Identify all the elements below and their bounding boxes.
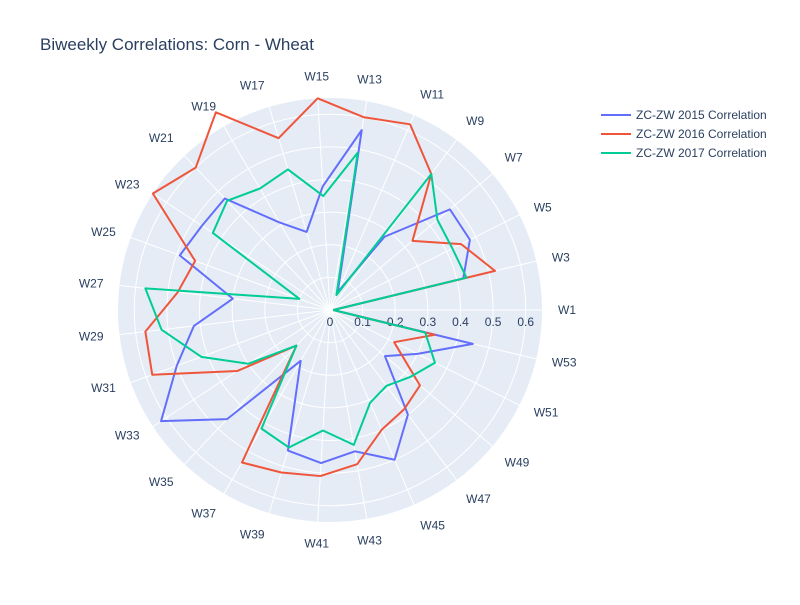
angular-tick-label: W43 bbox=[357, 534, 382, 548]
angular-gridline bbox=[329, 309, 457, 481]
angular-tick-label: W11 bbox=[420, 88, 444, 102]
series-line-3 bbox=[144, 151, 468, 449]
angular-tick-label: W31 bbox=[91, 381, 116, 395]
legend-label: ZC-ZW 2016 Correlation bbox=[636, 127, 767, 141]
angular-tick-label: W1 bbox=[558, 303, 576, 317]
radial-tick-label: 0.3 bbox=[420, 315, 437, 329]
angular-tick-label: W29 bbox=[79, 329, 104, 343]
angular-axis: W1 W3 W5 W7 W9 W11 W13 W15 W17 W19 W21 W23 W25 W27 W29… bbox=[79, 69, 577, 550]
angular-tick-label: W51 bbox=[534, 405, 559, 419]
legend-item[interactable]: ZC-ZW 2017 Correlation bbox=[601, 146, 767, 160]
angular-tick-label: W45 bbox=[420, 518, 445, 532]
angular-tick-label: W21 bbox=[149, 131, 174, 145]
angular-gridline bbox=[329, 309, 520, 406]
angular-gridline bbox=[329, 173, 493, 311]
angular-gridline bbox=[317, 309, 331, 522]
angular-tick-label: W47 bbox=[466, 492, 491, 506]
angular-gridline bbox=[329, 309, 415, 505]
angular-tick-label: W53 bbox=[552, 356, 577, 370]
legend[interactable]: ZC-ZW 2015 Correlation ZC-ZW 2016 Correla… bbox=[601, 108, 767, 160]
angular-gridline bbox=[329, 139, 457, 311]
angular-gridline bbox=[329, 115, 415, 311]
legend-label: ZC-ZW 2017 Correlation bbox=[636, 146, 767, 160]
radial-tick-label: 0 bbox=[327, 315, 334, 329]
angular-gridline bbox=[268, 106, 331, 311]
radial-tick-label: 0.4 bbox=[452, 315, 469, 329]
legend-item[interactable]: ZC-ZW 2015 Correlation bbox=[601, 108, 767, 122]
angular-gridline bbox=[329, 214, 520, 311]
angular-tick-label: W17 bbox=[240, 79, 265, 93]
legend-item[interactable]: ZC-ZW 2016 Correlation bbox=[601, 127, 767, 141]
angular-tick-label: W27 bbox=[79, 277, 104, 291]
angular-gridline bbox=[184, 155, 331, 311]
angular-tick-label: W15 bbox=[304, 69, 329, 83]
angular-tick-label: W23 bbox=[115, 178, 140, 192]
chart-title: Biweekly Correlations: Corn - Wheat bbox=[40, 35, 314, 54]
angular-tick-label: W9 bbox=[466, 114, 484, 128]
legend-label: ZC-ZW 2015 Correlation bbox=[636, 108, 767, 122]
angular-gridline bbox=[329, 309, 493, 447]
angular-tick-label: W35 bbox=[149, 475, 174, 489]
series-group bbox=[144, 97, 497, 478]
series-line-2 bbox=[144, 97, 497, 478]
angular-tick-label: W37 bbox=[191, 506, 216, 520]
polar-grid bbox=[118, 98, 542, 522]
angular-tick-label: W5 bbox=[534, 201, 552, 215]
angular-gridline bbox=[152, 193, 331, 311]
angular-tick-label: W3 bbox=[552, 250, 570, 264]
angular-gridline bbox=[317, 98, 331, 311]
angular-tick-label: W49 bbox=[505, 456, 530, 470]
angular-gridline bbox=[119, 309, 331, 336]
angular-tick-label: W33 bbox=[115, 428, 140, 442]
angular-gridline bbox=[268, 309, 331, 514]
angular-gridline bbox=[329, 309, 368, 519]
angular-gridline bbox=[223, 126, 331, 311]
angular-tick-label: W25 bbox=[91, 225, 116, 239]
angular-tick-label: W7 bbox=[505, 150, 523, 164]
angular-tick-label: W39 bbox=[240, 527, 265, 541]
angular-gridline bbox=[184, 309, 331, 465]
angular-gridline bbox=[130, 309, 331, 383]
radial-tick-label: 0.5 bbox=[485, 315, 502, 329]
angular-tick-label: W13 bbox=[357, 72, 382, 86]
angular-tick-label: W19 bbox=[191, 100, 216, 114]
radial-tick-label: 0.6 bbox=[517, 315, 534, 329]
angular-tick-label: W41 bbox=[304, 537, 329, 551]
